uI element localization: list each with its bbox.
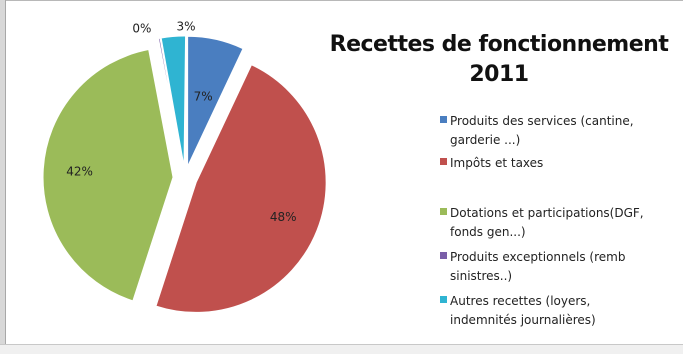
pie-slice	[42, 48, 174, 302]
legend-swatch	[440, 158, 447, 165]
legend-label-line: indemnités journalières)	[450, 313, 596, 327]
legend-label: Produits exceptionnels (remb sinistres..…	[450, 248, 680, 286]
legend-label-line: fonds gen...)	[450, 225, 526, 239]
legend-label-line: garderie ...)	[450, 133, 521, 147]
pie-slice	[157, 37, 184, 167]
legend-swatch	[440, 296, 447, 303]
legend-label: Dotations et participations(DGF, fonds g…	[450, 204, 680, 242]
legend-label-line: Produits exceptionnels (remb	[450, 250, 626, 264]
chart-title: Recettes de fonctionnement 2011	[318, 30, 680, 90]
pie-data-label: 0%	[132, 22, 151, 36]
pie-slice	[160, 35, 187, 167]
pie-data-label: 3%	[177, 20, 196, 34]
pie-data-label: 7%	[194, 90, 213, 104]
legend-label: Produits des services (cantine, garderie…	[450, 112, 680, 150]
frame-top-border	[0, 0, 683, 1]
chart-title-line-1: Recettes de fonctionnement	[329, 32, 669, 57]
pie-data-label: 42%	[66, 164, 93, 178]
legend-label-line: Dotations et participations(DGF,	[450, 206, 644, 220]
legend-label: Impôts et taxes	[450, 154, 680, 173]
legend-swatch	[440, 116, 447, 123]
frame-left-border	[0, 0, 6, 354]
legend-swatch	[440, 252, 447, 259]
legend-label-line: Produits des services (cantine,	[450, 114, 634, 128]
legend-label: Autres recettes (loyers, indemnités jour…	[450, 292, 680, 330]
pie-slice	[187, 35, 244, 167]
pie-data-label: 48%	[270, 210, 297, 224]
legend-swatch	[440, 208, 447, 215]
chart-title-line-2: 2011	[469, 62, 529, 87]
frame-bottom-border	[0, 344, 683, 354]
pie-slices	[42, 35, 327, 313]
legend-label-line: Autres recettes (loyers,	[450, 294, 591, 308]
legend-label-line: Impôts et taxes	[450, 156, 544, 170]
pie-slice	[155, 64, 327, 313]
pie-data-labels: 7% 48% 42% 0% 3%	[66, 20, 296, 224]
legend-label-line: sinistres..)	[450, 269, 513, 283]
